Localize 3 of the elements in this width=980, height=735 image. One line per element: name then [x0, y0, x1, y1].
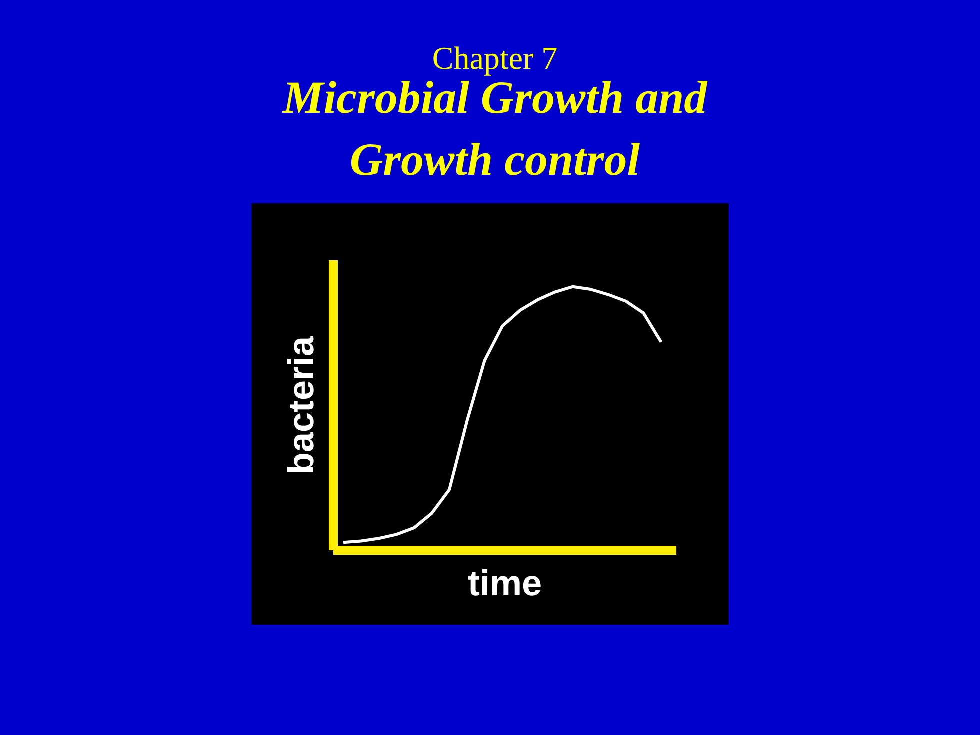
chart-subtitle: Chapter 7	[432, 39, 558, 77]
y-axis-title: bacteria	[280, 335, 322, 475]
x-axis-title: time	[468, 562, 542, 604]
